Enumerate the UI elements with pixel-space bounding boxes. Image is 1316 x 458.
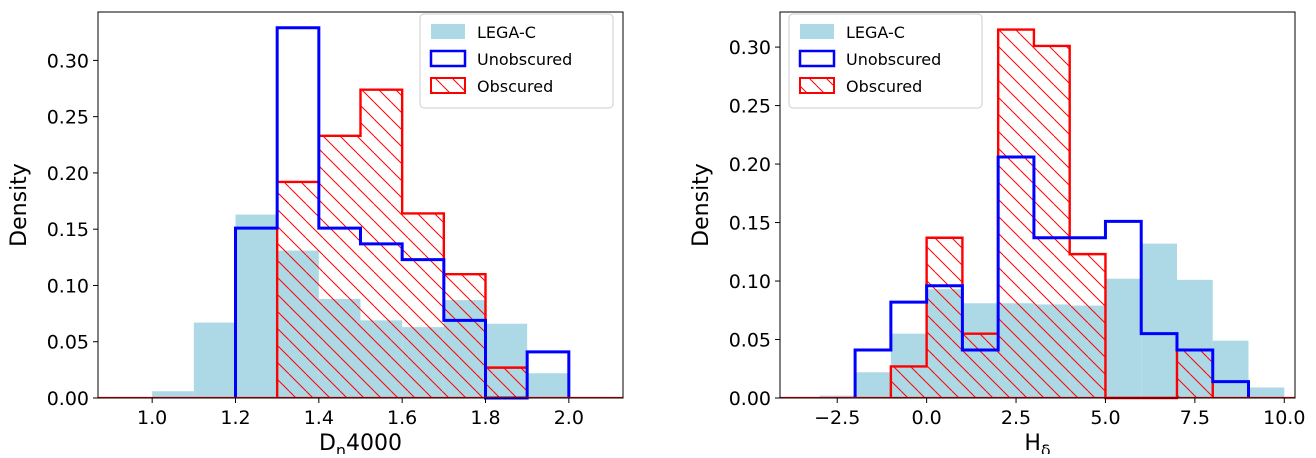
y-tick-label-5: 0.25 [729, 96, 771, 118]
lega-c-bar-0 [152, 391, 194, 398]
lega-c-bar-2 [235, 214, 278, 398]
legend-label-2: Obscured [477, 77, 553, 96]
y-tick-label-1: 0.05 [729, 330, 771, 352]
legend-label-2: Obscured [846, 77, 922, 96]
obscured-hatch-fill [890, 29, 1213, 399]
legend-swatch-unobscured [798, 49, 836, 68]
legend-swatch-lega-c [431, 24, 465, 39]
x-tick-label-0: 1.0 [137, 407, 167, 429]
x-axis-label-rest: 4000 [346, 431, 402, 454]
lega-c-bar-9 [1141, 243, 1177, 398]
lega-c-bar-1 [193, 322, 236, 398]
legend-swatch-lega-c [800, 24, 834, 39]
axes-frame [97, 11, 624, 399]
legend-swatch-obscured [799, 77, 835, 94]
x-tick-label-2: 1.4 [304, 407, 334, 429]
chart-panel-dn4000: 1.0 1.2 1.4 1.6 1.8 2.0 0.00 0.05 0.10 0.15 0.20 0.… [7, 11, 624, 458]
x-tick-label-2: 2.5 [1001, 407, 1031, 429]
x-tick-label-1: 1.2 [220, 407, 250, 429]
x-axis-label-sub: n [336, 441, 346, 454]
x-tick-label-1: 0.0 [912, 407, 942, 429]
lega-c-bar-0 [819, 395, 856, 398]
x-axis-label-sub: δ [1041, 441, 1051, 454]
x-axis-label-main: H [1024, 431, 1041, 454]
chart-panel-hdelta: −2.5 0.0 2.5 5.0 7.5 10.0 0.00 0.05 0.10 0.15 0.20… [689, 11, 1305, 458]
legend-label-0: LEGA-C [846, 23, 905, 42]
y-tick-label-6: 0.30 [47, 50, 89, 72]
axes-frame [779, 11, 1296, 399]
x-tick-label-0: −2.5 [814, 407, 860, 429]
y-tick-label-0: 0.00 [729, 388, 771, 410]
x-axis-label-main: D [319, 431, 336, 454]
legend-label-1: Unobscured [846, 50, 941, 69]
unobscured-series-line [234, 26, 571, 400]
y-tick-label-4: 0.20 [729, 154, 771, 176]
x-axis-label: Dn4000 [319, 431, 402, 454]
unobscured-series-line [853, 155, 1251, 398]
legend-swatch-obscured [430, 77, 466, 94]
y-tick-label-5: 0.25 [47, 107, 89, 129]
legend-label-0: LEGA-C [477, 23, 536, 42]
legend-box [788, 13, 983, 109]
x-tick-label-3: 1.6 [387, 407, 417, 429]
lega-c-bar-9 [527, 373, 569, 398]
y-tick-label-3: 0.15 [47, 219, 89, 241]
y-tick-label-2: 0.10 [47, 275, 89, 297]
lega-c-bar-8 [1105, 278, 1142, 398]
y-tick-label-6: 0.30 [729, 37, 771, 59]
y-tick-label-2: 0.10 [729, 271, 771, 293]
y-tick-label-4: 0.20 [47, 163, 89, 185]
x-tick-label-4: 7.5 [1180, 407, 1210, 429]
legend-swatch-unobscured [429, 49, 467, 68]
legend-box [419, 13, 614, 109]
x-axis-label: Hδ [1024, 431, 1050, 454]
x-tick-label-4: 1.8 [470, 407, 500, 429]
x-tick-label-5: 2.0 [554, 407, 584, 429]
y-axis-label: Density [689, 163, 714, 247]
y-axis-label: Density [7, 163, 32, 247]
lega-c-bar-11 [1212, 340, 1249, 398]
x-tick-label-3: 5.0 [1090, 407, 1120, 429]
lega-c-bar-1 [855, 372, 891, 398]
y-tick-label-1: 0.05 [47, 332, 89, 354]
lega-c-bar-12 [1248, 387, 1285, 398]
y-tick-label-0: 0.00 [47, 388, 89, 410]
x-tick-label-5: 10.0 [1263, 407, 1305, 429]
legend-label-1: Unobscured [477, 50, 572, 69]
y-tick-label-3: 0.15 [729, 213, 771, 235]
